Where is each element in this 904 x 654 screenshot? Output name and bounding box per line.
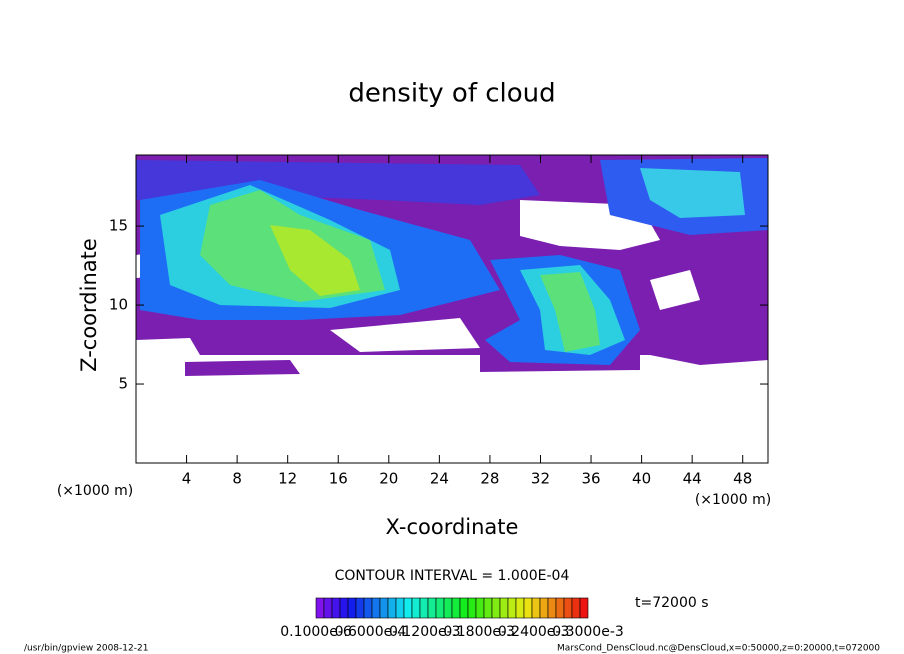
colorbar-cell — [323, 597, 333, 619]
colorbar-cell — [419, 597, 429, 619]
colorbar-label: 0.1000e-6 — [280, 624, 352, 640]
y-tick-label: 5 — [118, 375, 128, 393]
colorbar-cell — [435, 597, 445, 619]
colorbar-label: 0.1200e-3 — [389, 624, 461, 640]
x-tick-label: 20 — [379, 470, 398, 488]
colorbar-cell — [371, 597, 381, 619]
colorbar-cell — [387, 597, 397, 619]
colorbar-cell — [443, 597, 453, 619]
colorbar-cell — [523, 597, 533, 619]
field — [136, 155, 768, 376]
x-tick-label: 44 — [683, 470, 702, 488]
field-hole — [136, 200, 700, 355]
footer: MarsCond_DensCloud.nc@DensCloud,x=0:5000… — [557, 644, 880, 654]
time-label: t=72000 s — [635, 595, 709, 611]
colorbar-cell — [555, 597, 565, 619]
colorbar-cell — [395, 597, 405, 619]
contour-interval: CONTOUR INTERVAL = 1.000E-04 — [335, 568, 570, 584]
colorbar-label: 0.3000e-3 — [552, 624, 624, 640]
colorbar-cell — [547, 597, 557, 619]
x-tick-label: 40 — [632, 470, 651, 488]
colorbar-cell — [355, 597, 365, 619]
x-tick-label: 4 — [182, 470, 192, 488]
footer: /usr/bin/gpview 2008-12-21 — [24, 644, 148, 654]
field-region — [270, 225, 360, 296]
colorbar-label: 0.6000e-4 — [335, 624, 407, 640]
colorbar-cell — [563, 597, 573, 619]
colorbar-cell — [539, 597, 549, 619]
colorbar-cell — [579, 597, 589, 619]
colorbar-cell — [339, 597, 349, 619]
field-patch — [185, 318, 768, 376]
colorbar-cell — [491, 597, 501, 619]
colorbar-cell — [499, 597, 509, 619]
x-tick-label: 16 — [329, 470, 348, 488]
colorbar-cell — [467, 597, 477, 619]
colorbar-cell — [515, 597, 525, 619]
x-tick-label: 32 — [531, 470, 550, 488]
colorbar-label: 0.1800e-3 — [443, 624, 515, 640]
x-tick-label: 36 — [581, 470, 600, 488]
field-region — [540, 272, 600, 352]
x-unit: (×1000 m) — [57, 483, 133, 499]
x-axis-label: X-coordinate — [386, 515, 519, 539]
colorbar-cell — [315, 597, 325, 619]
y-tick-label: 15 — [109, 217, 128, 235]
y-tick-label: 10 — [109, 296, 128, 314]
colorbar-cell — [451, 597, 461, 619]
x-tick-label: 24 — [430, 470, 449, 488]
colorbar-label: 0.2400e-3 — [498, 624, 570, 640]
x-tick-label: 8 — [232, 470, 242, 488]
colorbar-cell — [531, 597, 541, 619]
x-tick-label: 48 — [733, 470, 752, 488]
plot-frame — [135, 154, 769, 464]
colorbar-cell — [475, 597, 485, 619]
colorbar-cell — [331, 597, 341, 619]
y-axis-label: Z-coordinate — [77, 238, 101, 372]
colorbar-cell — [427, 597, 437, 619]
chart-title: density of cloud — [348, 79, 555, 109]
colorbar-cell — [483, 597, 493, 619]
colorbar-cell — [507, 597, 517, 619]
field-region — [640, 168, 745, 218]
colorbar-cell — [571, 597, 581, 619]
x-tick-label: 28 — [480, 470, 499, 488]
x-tick-label: 12 — [278, 470, 297, 488]
x-unit: (×1000 m) — [695, 492, 771, 508]
colorbar-cell — [411, 597, 421, 619]
colorbar: 0.1000e-60.6000e-40.1200e-30.1800e-30.24… — [280, 597, 624, 640]
colorbar-cell — [459, 597, 469, 619]
colorbar-cell — [363, 597, 373, 619]
colorbar-cell — [347, 597, 357, 619]
colorbar-cell — [403, 597, 413, 619]
colorbar-cell — [379, 597, 389, 619]
